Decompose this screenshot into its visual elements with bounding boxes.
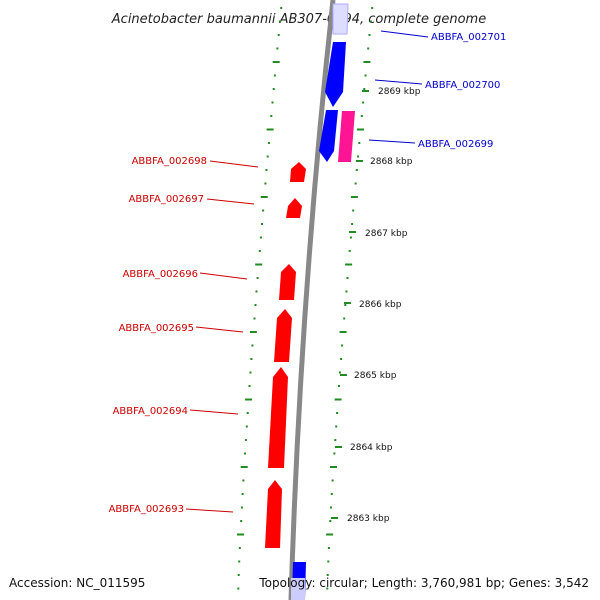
gene-arrow-abbfa-002696[interactable] bbox=[279, 264, 296, 300]
gene-arrow-abbfa-002698[interactable] bbox=[290, 162, 306, 182]
topology-label: Topology: circular; Length: 3,760,981 bp… bbox=[258, 576, 589, 590]
genome-backbone bbox=[288, 0, 336, 600]
reverse-strand bbox=[265, 162, 306, 548]
gene-arrow-abbfa-002695[interactable] bbox=[274, 309, 292, 362]
gene-arrow-bottom-forward-light[interactable] bbox=[291, 578, 305, 600]
gene-arrow-abbfa-002693[interactable] bbox=[265, 480, 282, 548]
gene-label-reverse[interactable]: ABBFA_002694 bbox=[113, 406, 188, 417]
scale-tick-label: 2865 kbp bbox=[354, 371, 397, 381]
gene-label-reverse[interactable]: ABBFA_002697 bbox=[129, 194, 204, 205]
gene-arrow-abbfa-002697[interactable] bbox=[286, 198, 302, 218]
forward-strand bbox=[291, 3, 355, 600]
gene-label-forward[interactable]: ABBFA_002700 bbox=[425, 80, 500, 91]
gene-arrow-abbfa-002694[interactable] bbox=[268, 367, 288, 468]
gene-label-reverse[interactable]: ABBFA_002693 bbox=[109, 504, 184, 515]
map-title: Acinetobacter baumannii AB307-0294, comp… bbox=[111, 12, 486, 27]
scale-tick-label: 2863 kbp bbox=[347, 514, 390, 524]
scale-tick-label: 2868 kbp bbox=[370, 157, 413, 167]
gene-arrow-abbfa-002701[interactable] bbox=[332, 3, 349, 35]
forward-gene-labels: ABBFA_002701 ABBFA_002700 ABBFA_002699 bbox=[368, 30, 506, 150]
tick-rings bbox=[237, 7, 374, 590]
gene-label-reverse[interactable]: ABBFA_002698 bbox=[132, 156, 207, 167]
gene-label-reverse[interactable]: ABBFA_002696 bbox=[123, 269, 198, 280]
gene-label-forward[interactable]: ABBFA_002701 bbox=[431, 32, 506, 43]
gene-label-forward[interactable]: ABBFA_002699 bbox=[418, 139, 493, 150]
scale-tick-label: 2869 kbp bbox=[378, 87, 421, 97]
scale-tick-label: 2866 kbp bbox=[359, 300, 402, 310]
scale-tick-label: 2864 kbp bbox=[350, 443, 393, 453]
accession-label: Accession: NC_011595 bbox=[9, 576, 145, 590]
reverse-gene-labels: ABBFA_002698 ABBFA_002697 ABBFA_002696 A… bbox=[109, 156, 259, 515]
gene-arrow-abbfa-002699[interactable] bbox=[319, 110, 338, 162]
gene-arrow-abbfa-002700[interactable] bbox=[325, 42, 346, 107]
scale-ticks: 2869 kbp 2868 kbp 2867 kbp 2866 kbp 2865… bbox=[331, 87, 421, 524]
scale-tick-label: 2867 kbp bbox=[365, 229, 408, 239]
gene-label-reverse[interactable]: ABBFA_002695 bbox=[119, 323, 194, 334]
gene-arrow-rna-abbfa-002699[interactable] bbox=[338, 111, 355, 162]
